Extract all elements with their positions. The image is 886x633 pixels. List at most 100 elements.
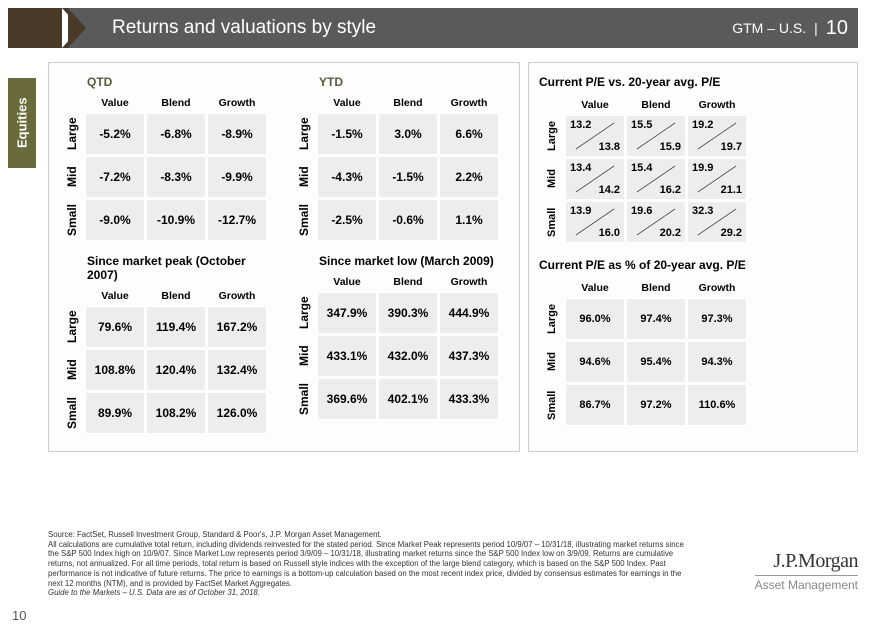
data-cell: -5.2% [85, 113, 145, 155]
col-header: Growth [207, 287, 267, 305]
data-cell: -9.0% [85, 199, 145, 241]
footer: Source: FactSet, Russell Investment Grou… [48, 530, 858, 598]
qtd-title: QTD [59, 75, 277, 89]
data-cell: -1.5% [317, 113, 377, 155]
row-header: Large [292, 113, 316, 155]
pe-pct-title: Current P/E as % of 20-year avg. P/E [539, 258, 847, 272]
row-header: Large [60, 306, 84, 348]
row-header: Small [60, 392, 84, 434]
data-cell: 1.1% [439, 199, 499, 241]
data-cell: -1.5% [378, 156, 438, 198]
col-header: Blend [146, 94, 206, 112]
col-header: Blend [626, 96, 686, 114]
header-divider: | [814, 20, 818, 36]
row-header: Mid [292, 156, 316, 198]
data-cell: 369.6% [317, 378, 377, 420]
pe-cell: 13.916.0 [565, 201, 625, 243]
header-chevron-icon [68, 8, 86, 48]
data-cell: -8.3% [146, 156, 206, 198]
data-cell: 97.3% [687, 298, 747, 340]
ytd-table: ValueBlendGrowthLarge-1.5%3.0%6.6%Mid-4.… [291, 93, 500, 242]
pe-cell: 19.219.7 [687, 115, 747, 157]
pe-cell: 15.515.9 [626, 115, 686, 157]
col-header: Growth [207, 94, 267, 112]
footer-guide: Guide to the Markets – U.S. Data are as … [48, 588, 696, 598]
page-title: Returns and valuations by style [100, 17, 732, 39]
ytd-block: YTD ValueBlendGrowthLarge-1.5%3.0%6.6%Mi… [291, 75, 509, 242]
header-accent-block [8, 8, 68, 48]
data-cell: 437.3% [439, 335, 499, 377]
row-header: Large [540, 115, 564, 157]
since-peak-title: Since market peak (October 2007) [59, 254, 277, 282]
row-header: Small [540, 384, 564, 426]
pe-cell: 15.416.2 [626, 158, 686, 200]
pe-vs-avg-table: ValueBlendGrowthLarge13.213.815.515.919.… [539, 95, 748, 244]
since-low-table: ValueBlendGrowthLarge347.9%390.3%444.9%M… [291, 272, 500, 421]
data-cell: -4.3% [317, 156, 377, 198]
data-cell: 432.0% [378, 335, 438, 377]
ytd-title: YTD [291, 75, 509, 89]
section-tab-equities: Equities [8, 78, 36, 168]
col-header: Value [85, 94, 145, 112]
data-cell: 119.4% [146, 306, 206, 348]
data-cell: 2.2% [439, 156, 499, 198]
col-header: Blend [378, 94, 438, 112]
pe-cell: 19.921.1 [687, 158, 747, 200]
gtm-label: GTM – U.S. [732, 20, 806, 36]
since-low-block: Since market low (March 2009) ValueBlend… [291, 254, 509, 435]
data-cell: 110.6% [687, 384, 747, 426]
pe-cell: 13.213.8 [565, 115, 625, 157]
data-cell: -2.5% [317, 199, 377, 241]
data-cell: 97.4% [626, 298, 686, 340]
row-header: Mid [540, 341, 564, 383]
data-cell: 3.0% [378, 113, 438, 155]
pe-cell: 32.329.2 [687, 201, 747, 243]
data-cell: 108.8% [85, 349, 145, 391]
data-cell: -8.9% [207, 113, 267, 155]
col-header: Value [565, 96, 625, 114]
data-cell: 6.6% [439, 113, 499, 155]
data-cell: 390.3% [378, 292, 438, 334]
data-cell: -0.6% [378, 199, 438, 241]
col-header: Value [317, 94, 377, 112]
data-cell: -10.9% [146, 199, 206, 241]
header-right: GTM – U.S. | 10 [732, 17, 858, 40]
col-header: Growth [687, 279, 747, 297]
since-low-title: Since market low (March 2009) [291, 254, 509, 268]
data-cell: 94.3% [687, 341, 747, 383]
data-cell: -7.2% [85, 156, 145, 198]
content-area: QTD ValueBlendGrowthLarge-5.2%-6.8%-8.9%… [48, 62, 858, 452]
pe-vs-avg-block: Current P/E vs. 20-year avg. P/E ValueBl… [539, 75, 847, 244]
data-cell: 95.4% [626, 341, 686, 383]
pe-pct-table: ValueBlendGrowthLarge96.0%97.4%97.3%Mid9… [539, 278, 748, 427]
footer-text: Source: FactSet, Russell Investment Grou… [48, 530, 696, 598]
row-header: Large [60, 113, 84, 155]
logo-line1: J.P.Morgan [708, 550, 858, 573]
data-cell: 94.6% [565, 341, 625, 383]
pe-cell: 13.414.2 [565, 158, 625, 200]
footer-source: Source: FactSet, Russell Investment Grou… [48, 530, 696, 540]
data-cell: 86.7% [565, 384, 625, 426]
data-cell: -9.9% [207, 156, 267, 198]
col-header: Value [317, 273, 377, 291]
row-header: Large [540, 298, 564, 340]
data-cell: 97.2% [626, 384, 686, 426]
row-header: Small [292, 378, 316, 420]
data-cell: 108.2% [146, 392, 206, 434]
col-header: Growth [439, 273, 499, 291]
col-header: Growth [439, 94, 499, 112]
row-header: Large [292, 292, 316, 334]
header-page-number: 10 [826, 17, 848, 40]
footer-body: All calculations are cumulative total re… [48, 540, 696, 589]
data-cell: 347.9% [317, 292, 377, 334]
data-cell: 96.0% [565, 298, 625, 340]
col-header: Blend [146, 287, 206, 305]
data-cell: 444.9% [439, 292, 499, 334]
qtd-block: QTD ValueBlendGrowthLarge-5.2%-6.8%-8.9%… [59, 75, 277, 242]
row-header: Small [60, 199, 84, 241]
pe-cell: 19.620.2 [626, 201, 686, 243]
jpm-logo: J.P.Morgan Asset Management [708, 530, 858, 598]
row-header: Mid [60, 349, 84, 391]
data-cell: 132.4% [207, 349, 267, 391]
logo-line2: Asset Management [755, 575, 858, 592]
